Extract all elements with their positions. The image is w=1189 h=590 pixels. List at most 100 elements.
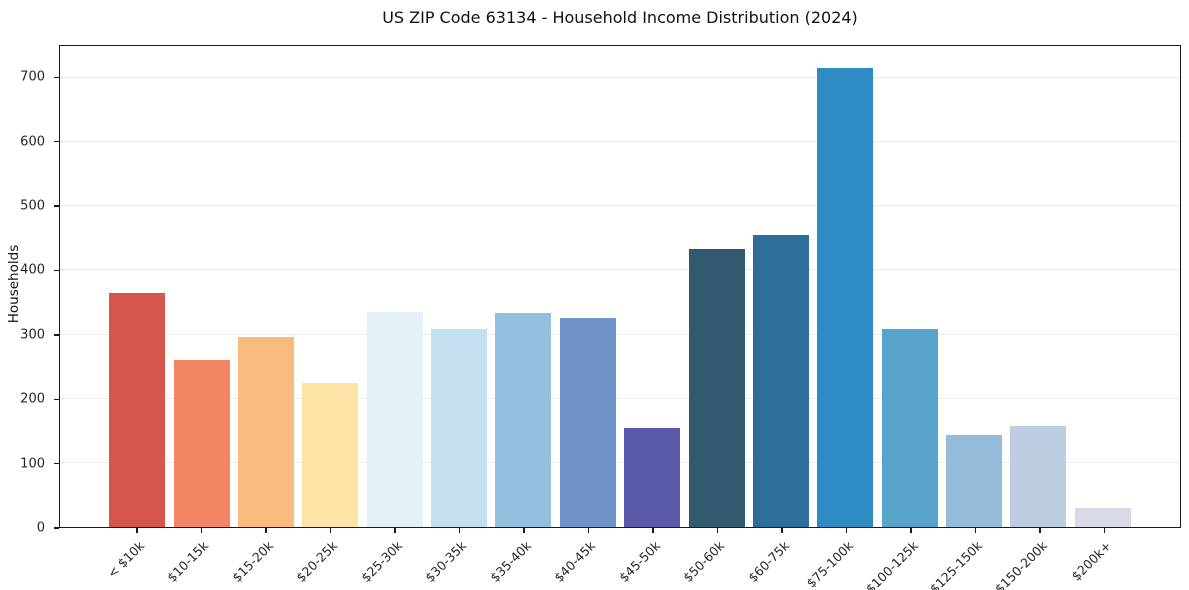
bar-$25-30k xyxy=(366,311,423,527)
x-slot: $45-50k xyxy=(616,528,685,590)
chart-title: US ZIP Code 63134 - Household Income Dis… xyxy=(382,8,858,27)
gridline-600 xyxy=(60,141,1180,143)
x-tick-label-$15-20k: $15-20k xyxy=(228,538,276,586)
gridline-500 xyxy=(60,205,1180,207)
y-tick-label-600: 600 xyxy=(20,134,45,150)
x-slot: $20-25k xyxy=(293,528,363,590)
bar-$35-40k xyxy=(495,313,552,527)
bar-$100-125k xyxy=(881,328,938,527)
x-tick-mark xyxy=(329,528,332,533)
x-slot: $75-100k xyxy=(804,528,879,590)
x-tick-label-$35-40k: $35-40k xyxy=(486,538,534,586)
x-tick-label-$30-35k: $30-35k xyxy=(422,538,470,586)
y-tick-label-300: 300 xyxy=(20,327,45,343)
bar-slot xyxy=(105,46,169,527)
x-tick-label-$40-45k: $40-45k xyxy=(551,538,599,586)
y-tick-label-400: 400 xyxy=(20,262,45,278)
gridline-300 xyxy=(60,333,1180,335)
bar-slot xyxy=(298,46,362,527)
bar-slot xyxy=(427,46,491,527)
bars-layer xyxy=(60,46,1180,527)
x-tick-mark xyxy=(652,528,654,533)
x-tick-label-$25-30k: $25-30k xyxy=(357,538,405,586)
x-slot: $10-15k xyxy=(164,528,234,590)
x-tick-mark xyxy=(1039,528,1041,533)
x-tick-mark xyxy=(200,528,203,533)
bar-slot xyxy=(620,46,684,527)
y-tick-label-100: 100 xyxy=(20,456,45,472)
x-slot: $30-35k xyxy=(422,528,492,590)
bar-slot xyxy=(491,46,555,527)
bar-$125-150k xyxy=(946,435,1003,527)
x-tick-mark xyxy=(716,528,719,533)
y-tick-mark xyxy=(54,76,59,78)
x-tick-label-$10-15k: $10-15k xyxy=(164,538,212,586)
bar-$15-20k xyxy=(237,337,294,527)
x-tick-label-$200k+: $200k+ xyxy=(1068,538,1115,584)
x-tick-mark xyxy=(136,528,138,533)
x-slot: $100-125k xyxy=(863,528,943,590)
bar-slot xyxy=(234,46,298,527)
x-tick-mark xyxy=(845,528,848,533)
y-tick-label-500: 500 xyxy=(20,198,45,214)
x-slot: $50-60k xyxy=(680,528,750,590)
x-slot: $125-150k xyxy=(927,528,1008,590)
x-tick-mark xyxy=(523,528,525,533)
x-slot: $60-75k xyxy=(745,528,814,590)
x-tick-label-$20-25k: $20-25k xyxy=(293,538,341,586)
x-tick-mark xyxy=(1103,528,1106,533)
y-tick-mark xyxy=(54,140,59,143)
x-tick-label-$45-50k: $45-50k xyxy=(615,538,663,586)
x-slot: $35-40k xyxy=(487,528,556,590)
x-tick-mark xyxy=(458,528,461,533)
y-tick-mark xyxy=(54,398,59,400)
x-slot: $150-200k xyxy=(992,528,1072,590)
bar-$60-75k xyxy=(752,235,809,527)
y-tick-mark xyxy=(54,462,59,465)
bar-slot xyxy=(1006,46,1070,527)
x-tick-mark xyxy=(394,528,396,533)
y-tick-mark xyxy=(54,527,59,529)
x-slot: < $10k xyxy=(104,528,169,590)
bar-slot xyxy=(169,46,233,527)
bar-$40-45k xyxy=(559,317,616,527)
y-axis: 0 100 200 300 400 500 600 700 xyxy=(0,45,59,536)
bar-< $10k xyxy=(109,292,166,527)
bar-slot xyxy=(813,46,877,527)
y-tick-label-0: 0 xyxy=(36,520,45,536)
bar-slot xyxy=(556,46,620,527)
bar-slot xyxy=(1071,46,1135,527)
x-axis: < $10k $10-15k $15-20k $20-25k $25-30k $30-35… xyxy=(59,528,1181,590)
x-slot: $25-30k xyxy=(358,528,427,590)
y-tick-mark xyxy=(54,269,59,272)
y-tick-mark xyxy=(54,205,59,207)
bar-$150-200k xyxy=(1010,426,1067,527)
bar-slot xyxy=(749,46,813,527)
bar-$50-60k xyxy=(688,249,745,527)
bar-slot xyxy=(363,46,427,527)
y-tick-mark xyxy=(54,334,59,336)
x-slot: $200k+ xyxy=(1068,528,1137,590)
bar-$45-50k xyxy=(624,428,681,527)
bar-slot xyxy=(684,46,748,527)
gridline-200 xyxy=(60,397,1180,399)
x-axis-slots: < $10k $10-15k $15-20k $20-25k $25-30k $30-35… xyxy=(59,528,1181,590)
x-tick-mark xyxy=(781,528,783,533)
x-slot: $15-20k xyxy=(229,528,298,590)
x-tick-label-$50-60k: $50-60k xyxy=(680,538,728,586)
x-tick-mark xyxy=(974,528,977,533)
x-tick-label-< $10k: < $10k xyxy=(104,538,147,581)
x-tick-mark xyxy=(587,528,590,533)
bar-$20-25k xyxy=(302,383,359,527)
bar-$30-35k xyxy=(431,329,488,527)
plot-area xyxy=(59,45,1181,528)
gridline-400 xyxy=(60,269,1180,271)
bar-slot xyxy=(942,46,1006,527)
x-tick-mark xyxy=(265,528,267,533)
x-slot: $40-45k xyxy=(551,528,621,590)
bar-slot xyxy=(878,46,942,527)
x-tick-label-$60-75k: $60-75k xyxy=(744,538,792,586)
bar-$75-100k xyxy=(817,67,874,527)
gridline-100 xyxy=(60,461,1180,463)
bar-$10-15k xyxy=(173,359,230,527)
